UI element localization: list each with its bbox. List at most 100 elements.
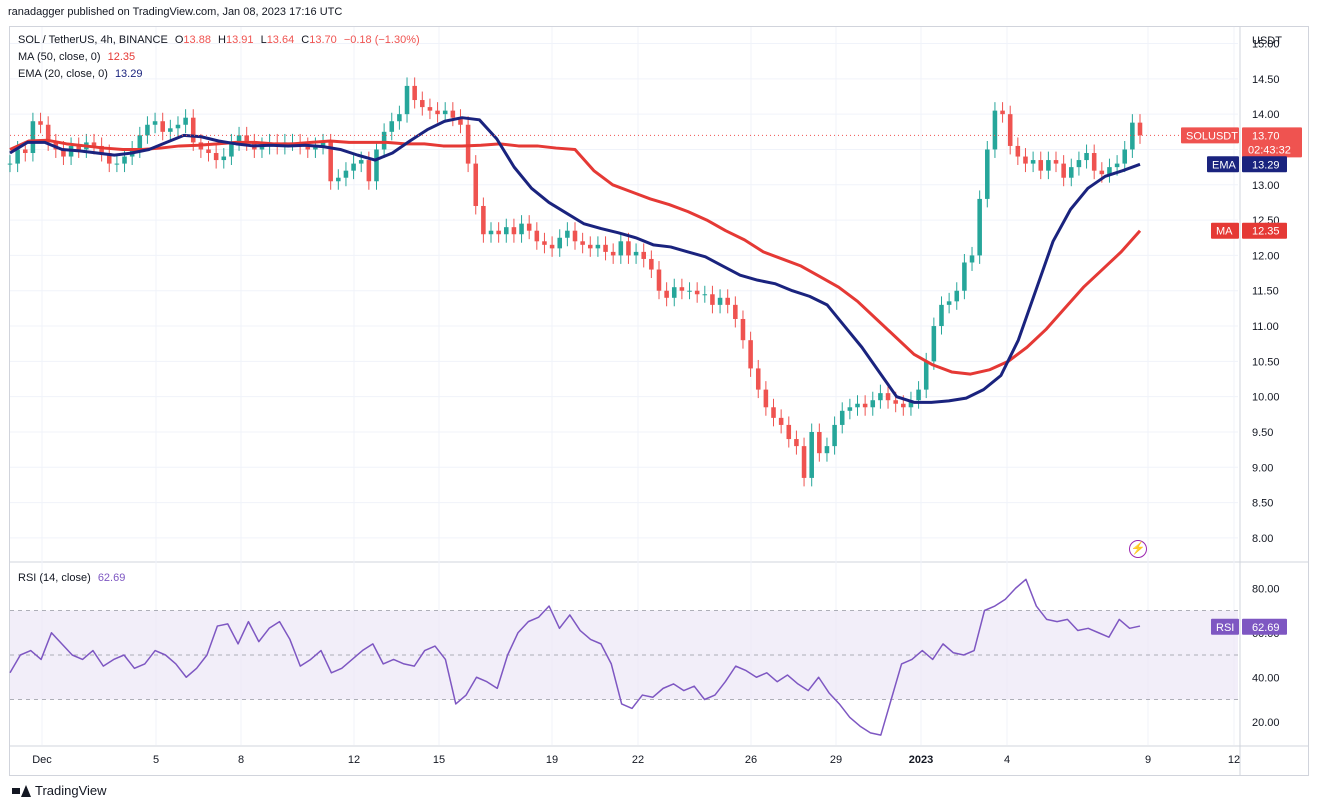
candle-body	[1053, 160, 1059, 164]
legend-symbol: SOL / TetherUS, 4h, BINANCE	[18, 34, 168, 46]
candle-body	[76, 145, 81, 150]
candle-body	[22, 149, 28, 154]
candle-body	[1084, 153, 1089, 161]
legend-ma: MA (50, close, 0) 12.35	[18, 51, 139, 63]
candle-body	[824, 446, 830, 454]
candle-body	[649, 258, 654, 270]
legend-ma-value: 12.35	[107, 51, 136, 63]
rsi-tick-label: 80.00	[1252, 583, 1280, 595]
candle-body	[91, 142, 97, 146]
candle-body	[374, 149, 379, 182]
ma-line	[9, 138, 1142, 376]
candle-body	[450, 110, 456, 118]
candle-body	[931, 326, 937, 362]
price-tick-label: 15.00	[1252, 39, 1280, 51]
candle-body	[504, 227, 509, 235]
candle-body	[106, 153, 112, 164]
candle-body	[946, 301, 952, 305]
legend-rsi-label: RSI (14, close)	[18, 572, 91, 584]
candle-body	[221, 156, 227, 161]
ema-line	[9, 116, 1141, 404]
candle-body	[7, 163, 13, 165]
price-tick-label: 14.00	[1252, 109, 1280, 121]
candle-body	[572, 230, 578, 242]
candle-body	[817, 431, 822, 454]
candle-body	[862, 403, 868, 408]
candle-body	[206, 149, 211, 154]
candle-body	[633, 251, 639, 256]
candle-body	[549, 244, 555, 249]
candle-body	[1030, 160, 1036, 164]
candle-body	[526, 223, 532, 231]
price-tick-label: 8.00	[1252, 533, 1273, 545]
countdown-value: 02:43:32	[1248, 144, 1291, 156]
candle-body	[183, 117, 188, 125]
candle-body	[190, 117, 196, 143]
candle-body	[313, 145, 318, 150]
candle-body	[458, 117, 463, 125]
candle-body	[771, 407, 776, 418]
candle-body	[656, 269, 662, 291]
candle-body	[389, 121, 395, 132]
legend-ohlc: SOL / TetherUS, 4h, BINANCE O13.88 H13.9…	[18, 34, 424, 46]
candle-body	[870, 400, 876, 408]
tradingview-logo-icon	[12, 784, 31, 797]
time-tick-label: 12	[1228, 754, 1240, 766]
time-tick-label: 12	[348, 754, 360, 766]
price-tick-label: 14.50	[1252, 74, 1280, 86]
candle-body	[30, 121, 36, 154]
candle-body	[1137, 122, 1143, 136]
candle-body	[244, 135, 249, 143]
candle-body	[259, 145, 265, 150]
candle-body	[847, 407, 853, 411]
rsi-badge	[1211, 618, 1239, 635]
candle-body	[1023, 156, 1028, 164]
candle-body	[534, 230, 540, 242]
time-tick-label: 19	[546, 754, 558, 766]
symbol-badge	[1181, 127, 1239, 144]
candle-body	[985, 149, 990, 199]
candle-body	[969, 255, 975, 263]
candle-body	[168, 128, 173, 132]
time-tick-label: 22	[632, 754, 644, 766]
candle-body	[664, 290, 669, 298]
price-tick-label: 11.00	[1252, 321, 1279, 333]
candle-body	[343, 170, 349, 178]
footer-brand[interactable]: TradingView	[12, 783, 107, 798]
candle-body	[45, 124, 51, 143]
candle-body	[38, 121, 43, 125]
candle-body	[1061, 163, 1066, 178]
price-badge	[1242, 127, 1302, 158]
candle-body	[801, 446, 807, 478]
candle-body	[977, 198, 982, 256]
rsi-tick-label: 40.00	[1252, 672, 1280, 684]
candle-body	[687, 290, 692, 292]
candle-body	[465, 124, 471, 164]
candle-body	[626, 241, 631, 256]
ma-badge-label: MA	[1216, 226, 1233, 238]
candle-body	[603, 244, 608, 252]
candle-body	[351, 163, 356, 171]
rsi-band	[10, 610, 1238, 700]
candle-body	[236, 135, 242, 143]
candle-body	[855, 403, 860, 408]
time-tick-label: 15	[433, 754, 445, 766]
candle-body	[740, 318, 746, 341]
candle-body	[1007, 114, 1013, 146]
publisher-note: ranadagger published on TradingView.com,…	[8, 6, 343, 18]
candle-body	[580, 241, 585, 245]
candle-body	[641, 251, 646, 259]
legend-close: 13.70	[309, 34, 337, 46]
lightning-icon[interactable]: ⚡	[1129, 540, 1147, 558]
candle-body	[175, 124, 181, 129]
candle-body	[420, 100, 425, 108]
candle-body	[442, 110, 448, 115]
candle-body	[381, 131, 387, 150]
candle-body	[710, 294, 715, 305]
candle-body	[954, 290, 960, 302]
candle-body	[755, 368, 761, 390]
time-tick-label: 2023	[909, 754, 933, 766]
candle-body	[992, 110, 998, 150]
legend-change: −0.18 (−1.30%)	[343, 34, 420, 46]
